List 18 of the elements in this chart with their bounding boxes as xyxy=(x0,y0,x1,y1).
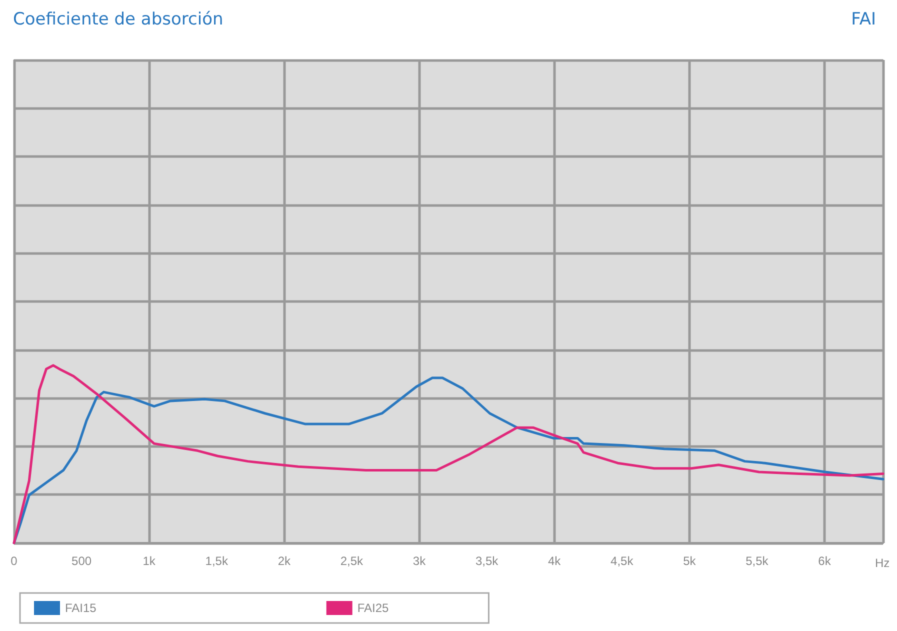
x-tick-label: 1,5k xyxy=(205,554,229,568)
x-tick-label: 0 xyxy=(10,554,18,568)
x-tick-label: 4,5k xyxy=(610,554,634,568)
legend-label: FAI15 xyxy=(65,601,97,615)
x-tick-label: 500 xyxy=(72,554,92,568)
x-axis-title: Hz xyxy=(875,556,890,570)
x-tick-label: 5k xyxy=(683,554,697,568)
x-tick-label: 6k xyxy=(818,554,832,568)
x-tick-label: 3,5k xyxy=(475,554,500,568)
x-tick-label: 4k xyxy=(548,554,562,568)
x-tick-label: 1k xyxy=(142,554,156,568)
x-tick-label: 3k xyxy=(412,554,427,568)
chart-subtitle: FAI xyxy=(851,10,876,30)
x-tick-label: 2k xyxy=(278,554,292,568)
x-tick-label: 5,5k xyxy=(746,554,770,568)
chart-title: Coeficiente de absorción xyxy=(13,10,224,30)
legend-label: FAI25 xyxy=(357,601,390,615)
x-tick-label: 2,5k xyxy=(340,554,364,568)
